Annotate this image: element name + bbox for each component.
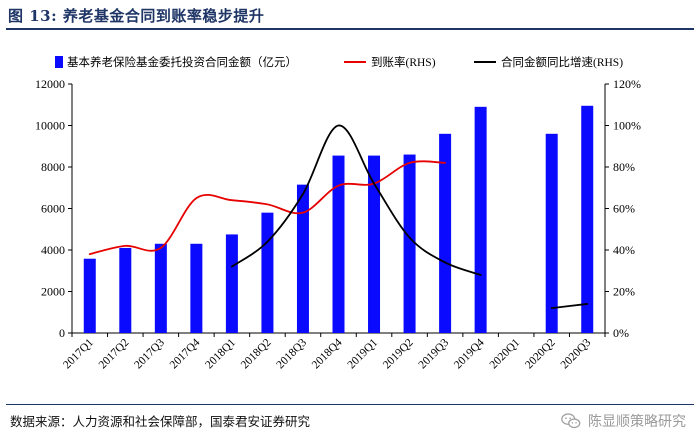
right-axis-tick-label: 60% xyxy=(613,202,635,216)
bar xyxy=(296,184,309,333)
left-axis-tick-label: 4000 xyxy=(41,243,65,257)
bar-series xyxy=(83,105,594,333)
x-axis-tick-label: 2018Q3 xyxy=(274,336,309,371)
x-axis-tick-label: 2019Q3 xyxy=(417,336,452,371)
series-line xyxy=(550,303,589,309)
x-axis-tick-label: 2019Q1 xyxy=(345,336,380,371)
bar xyxy=(439,133,452,333)
series-line xyxy=(88,160,446,256)
bar xyxy=(83,258,96,333)
bar xyxy=(474,106,487,333)
x-axis-tick-label: 2017Q3 xyxy=(132,336,167,371)
bar xyxy=(368,155,381,333)
footer-divider xyxy=(6,404,694,405)
right-axis-tick-label: 100% xyxy=(613,119,641,133)
legend-label: 基本养老保险基金委托投资合同金额（亿元） xyxy=(67,55,297,69)
bar xyxy=(261,212,274,333)
right-axis-tick-label: 40% xyxy=(613,243,635,257)
x-axis-tick-label: 2017Q2 xyxy=(97,336,132,371)
bar xyxy=(154,243,167,333)
right-axis-tick-label: 120% xyxy=(613,77,641,91)
right-axis-tick-label: 0% xyxy=(613,326,629,340)
watermark: 陈显顺策略研究 xyxy=(560,408,686,434)
x-axis-tick-label: 2018Q2 xyxy=(239,336,274,371)
left-axis-tick-label: 12000 xyxy=(35,77,65,91)
wechat-icon xyxy=(561,413,581,429)
legend-swatch-bar xyxy=(55,56,63,68)
right-axis-tick-label: 20% xyxy=(613,285,635,299)
bar xyxy=(190,243,203,333)
legend-label: 到账率(RHS) xyxy=(371,55,436,69)
x-axis-tick-label: 2020Q1 xyxy=(488,336,523,371)
x-axis-tick-label: 2020Q3 xyxy=(559,336,594,371)
x-axis-tick-label: 2017Q4 xyxy=(168,336,203,371)
x-axis-tick-label: 2018Q1 xyxy=(203,336,238,371)
figure-header: 图 13: 养老基金合同到账率稳步提升 xyxy=(0,0,700,30)
left-axis-tick-label: 8000 xyxy=(41,160,65,174)
bar xyxy=(545,133,558,333)
bar xyxy=(119,247,132,333)
header-divider xyxy=(6,28,694,30)
line-series xyxy=(88,124,589,309)
legend-label: 合同金额同比增速(RHS) xyxy=(501,55,623,69)
bar xyxy=(332,155,345,333)
chart: 基本养老保险基金委托投资合同金额（亿元） 到账率(RHS) 合同金额同比增速(RHS… xyxy=(35,55,641,371)
left-axis-tick-label: 0 xyxy=(59,326,65,340)
left-axis-tick-label: 10000 xyxy=(35,119,65,133)
bar xyxy=(403,154,416,333)
x-axis-tick-label: 2018Q4 xyxy=(310,336,345,371)
left-axis-tick-label: 6000 xyxy=(41,202,65,216)
figure-title: 图 13: 养老基金合同到账率稳步提升 xyxy=(8,7,265,25)
watermark-text: 陈显顺策略研究 xyxy=(588,414,686,430)
series-line xyxy=(231,124,482,276)
x-axis-tick-label: 2017Q1 xyxy=(61,336,96,371)
left-axis-tick-label: 2000 xyxy=(41,285,65,299)
x-axis-tick-label: 2019Q4 xyxy=(452,336,487,371)
x-axis-tick-label: 2019Q2 xyxy=(381,336,416,371)
bar xyxy=(225,234,238,333)
data-source-note: 数据来源：人力资源和社会保障部，国泰君安证券研究 xyxy=(10,414,311,429)
x-axis-tick-label: 2020Q2 xyxy=(523,336,558,371)
right-axis-tick-label: 80% xyxy=(613,160,635,174)
bar xyxy=(581,105,594,333)
chart-legend: 基本养老保险基金委托投资合同金额（亿元） 到账率(RHS) 合同金额同比增速(RHS… xyxy=(55,55,623,69)
